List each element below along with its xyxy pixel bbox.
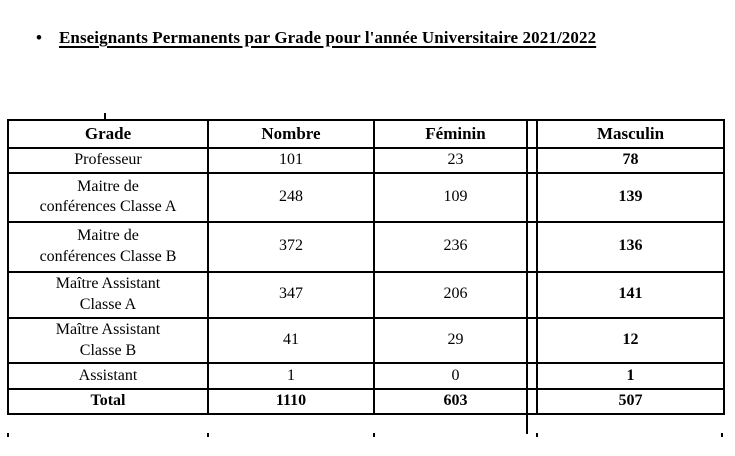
scan-artifact-vertical-line — [526, 119, 528, 434]
table-row-maitre-conferences-a: Maitre de conférences Classe A 248 109 1… — [7, 171, 725, 223]
scan-artifact-stub — [373, 433, 375, 437]
feminin-cell: 0 — [373, 362, 538, 391]
masculin-cell: 1 — [536, 362, 725, 391]
grade-cell: Maitre de conférences Classe A — [7, 171, 209, 223]
feminin-cell: 603 — [373, 388, 538, 416]
grade-cell: Maitre de conférences Classe B — [7, 220, 209, 273]
nombre-cell: 1110 — [207, 388, 375, 416]
grade-cell: Maître Assistant Classe B — [7, 316, 209, 365]
table-row-professeur: Professeur 101 23 78 — [7, 147, 725, 174]
scan-artifact-stub — [536, 433, 538, 437]
nombre-cell: 101 — [207, 147, 375, 174]
table-header-row: Grade Nombre Féminin Masculin — [7, 119, 725, 149]
masculin-cell: 136 — [536, 220, 725, 273]
scan-artifact-stub — [207, 433, 209, 437]
col-header-feminin: Féminin — [373, 119, 538, 149]
nombre-cell: 248 — [207, 171, 375, 223]
col-header-masculin: Masculin — [536, 119, 725, 149]
table-row-maitre-assistant-b: Maître Assistant Classe B 41 29 12 — [7, 316, 725, 365]
scan-artifact-stub — [7, 433, 9, 437]
col-header-nombre: Nombre — [207, 119, 375, 149]
nombre-cell: 41 — [207, 316, 375, 365]
table-row-maitre-assistant-a: Maître Assistant Classe A 347 206 141 — [7, 270, 725, 319]
title-row: • Enseignants Permanents par Grade pour … — [36, 28, 596, 48]
masculin-cell: 78 — [536, 147, 725, 174]
page-title: Enseignants Permanents par Grade pour l'… — [58, 28, 597, 47]
masculin-cell: 139 — [536, 171, 725, 223]
nombre-cell: 347 — [207, 270, 375, 319]
feminin-cell: 29 — [373, 316, 538, 365]
grade-cell: Professeur — [7, 147, 209, 174]
scan-artifact-stub — [721, 433, 723, 437]
scan-artifact-tick — [104, 113, 106, 119]
grade-cell: Maître Assistant Classe A — [7, 270, 209, 319]
enseignants-grade-table: Grade Nombre Féminin Masculin Professeur… — [7, 119, 725, 416]
grade-cell: Assistant — [7, 362, 209, 391]
bullet-icon: • — [36, 28, 42, 47]
table-row-assistant: Assistant 1 0 1 — [7, 362, 725, 391]
feminin-cell: 206 — [373, 270, 538, 319]
masculin-cell: 12 — [536, 316, 725, 365]
nombre-cell: 372 — [207, 220, 375, 273]
col-header-grade: Grade — [7, 119, 209, 149]
feminin-cell: 236 — [373, 220, 538, 273]
masculin-cell: 507 — [536, 388, 725, 416]
table-row-maitre-conferences-b: Maitre de conférences Classe B 372 236 1… — [7, 220, 725, 273]
feminin-cell: 109 — [373, 171, 538, 223]
masculin-cell: 141 — [536, 270, 725, 319]
nombre-cell: 1 — [207, 362, 375, 391]
feminin-cell: 23 — [373, 147, 538, 174]
grade-cell: Total — [7, 388, 209, 416]
table-row-total: Total 1110 603 507 — [7, 388, 725, 416]
